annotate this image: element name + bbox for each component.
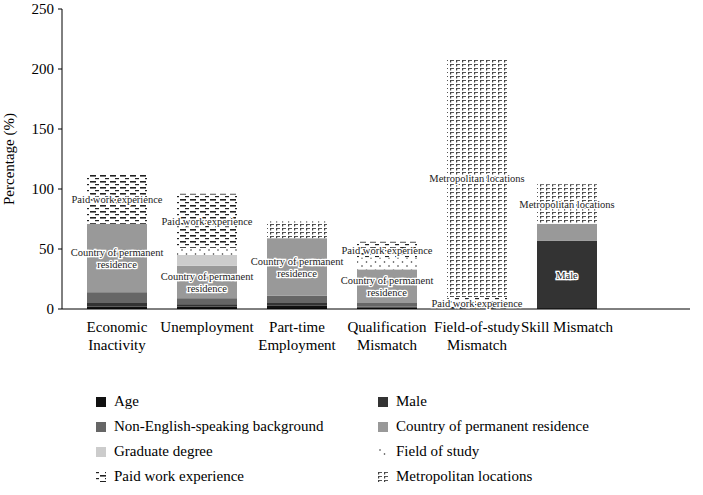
annotation: Paid work experience (72, 194, 163, 205)
bar-segment (87, 174, 147, 175)
y-tick-label: 150 (32, 121, 55, 137)
bar-segment (267, 305, 327, 309)
annotation: Paid work experience (162, 216, 253, 227)
y-axis-line (62, 9, 63, 309)
annotation: Metropolitan locations (519, 199, 614, 210)
bar-segment (357, 257, 417, 269)
legend-label: Field of study (396, 443, 480, 459)
bar-segment (177, 255, 237, 266)
bar-segment (87, 303, 147, 307)
legend-swatch (96, 447, 106, 457)
annotation: Country of permanentresidence (71, 247, 164, 270)
y-tick (58, 129, 62, 130)
annotation: Paid work experience (342, 245, 433, 256)
bar-segment (357, 303, 417, 307)
bar-segment (357, 307, 417, 308)
annotation: Metropolitan locations (429, 173, 524, 184)
legend-swatch (96, 397, 106, 407)
legend-label: Country of permanent residence (396, 418, 589, 434)
chart: 0 50 100 150 200 250 Percentage (%) EconomicIna… (0, 0, 703, 495)
bar-segment (537, 241, 597, 309)
x-axis-line (62, 309, 690, 310)
y-tick (58, 249, 62, 250)
annotation: Paid work experience (432, 298, 523, 309)
x-tick-label: EconomicInactivity (87, 319, 148, 353)
bars (87, 59, 597, 309)
x-tick-label: QualificationMismatch (347, 319, 427, 353)
y-axis-label: Percentage (%) (1, 113, 18, 205)
legend-label: Paid work experience (114, 468, 244, 484)
x-tick-label: Unemployment (160, 319, 254, 335)
y-tick-label: 200 (32, 61, 55, 77)
legend-label: Graduate degree (114, 443, 213, 459)
legend-label: Age (114, 393, 139, 409)
legend-swatch (378, 397, 388, 407)
annotation: Country of permanentresidence (251, 256, 344, 279)
legend-swatch (378, 472, 388, 482)
annotation: Country of permanentresidence (161, 271, 254, 294)
x-tick-label: Skill Mismatch (521, 319, 614, 335)
bar-segment (177, 298, 237, 304)
bar-segment (87, 292, 147, 303)
bar-segment (87, 224, 147, 292)
bar-segment (267, 303, 327, 305)
legend-label: Metropolitan locations (396, 468, 532, 484)
bar-segment (267, 238, 327, 296)
legend-swatch (378, 422, 388, 432)
x-tick-label: Part-timeEmployment (258, 319, 336, 353)
x-tick-label: Field-of-studyMismatch (434, 319, 520, 353)
bar-segment (537, 224, 597, 241)
y-tick (58, 189, 62, 190)
bar-segment (267, 296, 327, 303)
y-tick (58, 309, 62, 310)
y-tick-label: 250 (32, 1, 55, 17)
y-tick-label: 50 (39, 241, 54, 257)
legend-swatch (378, 447, 388, 457)
legend-swatch (96, 422, 106, 432)
bar-segment (177, 193, 237, 194)
bar-segment (357, 241, 417, 242)
annotation: Country of permanentresidence (341, 275, 434, 298)
annotation: Male (556, 270, 578, 281)
legend-swatch (96, 472, 106, 482)
y-tick (58, 69, 62, 70)
y-tick (58, 9, 62, 10)
y-tick-label: 0 (47, 301, 55, 317)
bar-segment (177, 248, 237, 255)
y-tick-label: 100 (32, 181, 55, 197)
legend-label: Male (396, 393, 427, 409)
legend-label: Non-English-speaking background (114, 418, 324, 434)
bar-segment (267, 221, 327, 238)
bar-segment (177, 304, 237, 306)
